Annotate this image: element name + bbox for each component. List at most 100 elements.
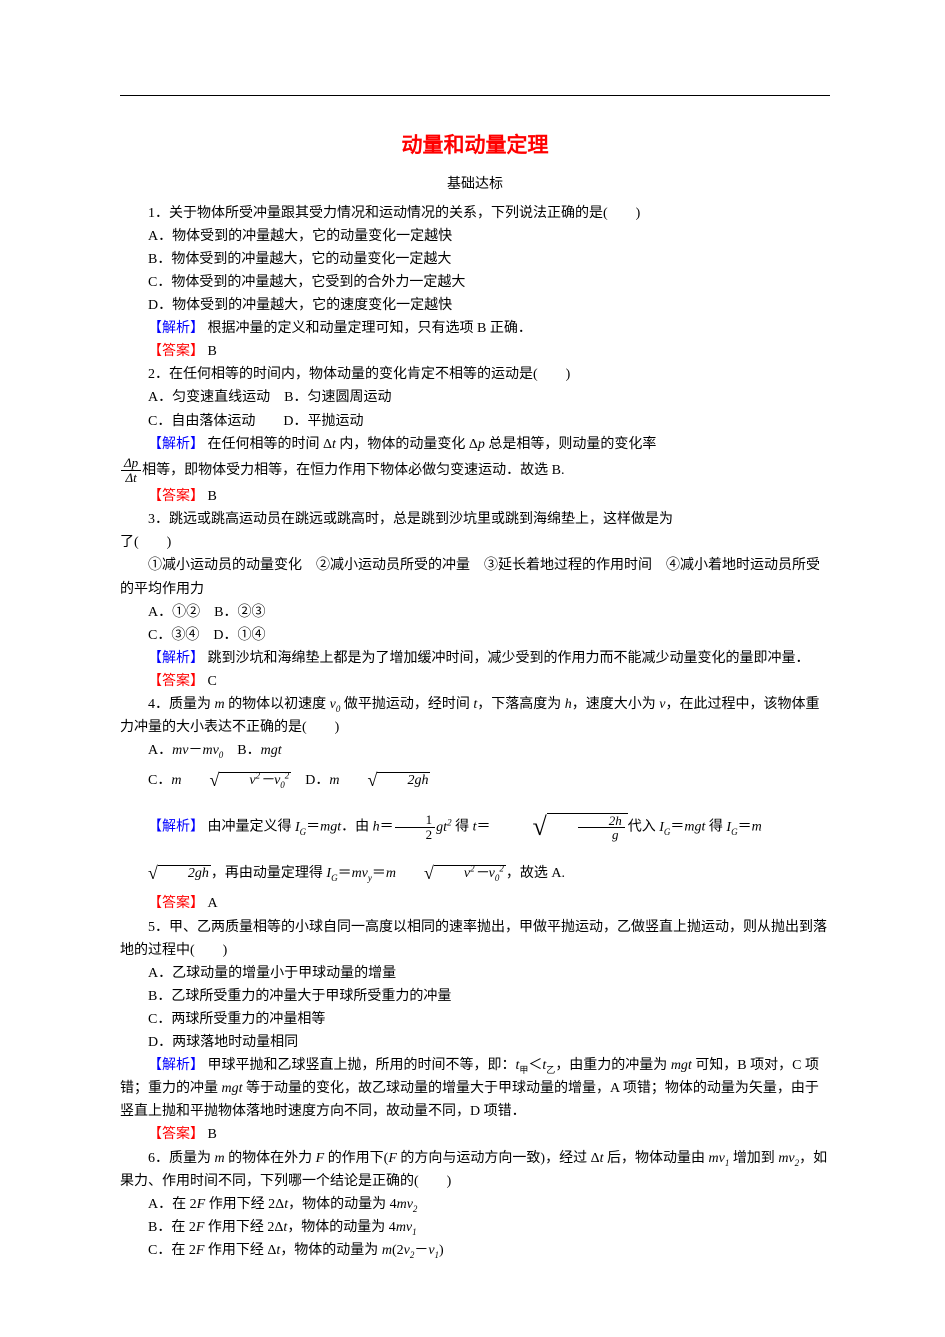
frac-den: Δt bbox=[121, 471, 141, 485]
expr-IG-mgt: IG bbox=[295, 820, 306, 835]
var-p: p bbox=[478, 437, 485, 452]
q5-option-d: D．两球落地时动量相同 bbox=[120, 1031, 830, 1054]
var-m: m bbox=[171, 773, 181, 788]
q6-option-c: C．在 2F 作用下经 Δt，物体的动量为 m(2v2－v1) bbox=[120, 1239, 830, 1262]
var-m: m bbox=[386, 866, 396, 881]
var-F: F bbox=[388, 1151, 397, 1166]
q3-circles: ①减小运动员的动量变化 ②减小运动员所受的冲量 ③延长着地过程的作用时间 ④减小… bbox=[120, 554, 830, 600]
q5-option-c: C．两球所受重力的冲量相等 bbox=[120, 1008, 830, 1031]
var-m: m bbox=[382, 1243, 392, 1258]
q4-A-b: － bbox=[188, 743, 202, 758]
expr-mv: mv bbox=[172, 743, 188, 758]
q4-an-a: 由冲量定义得 bbox=[204, 820, 295, 835]
var-m: m bbox=[752, 820, 762, 835]
q4-options-cd: C．m√v2－v02 D．m√2gh bbox=[120, 762, 830, 800]
q4-an-b: ．由 bbox=[341, 820, 373, 835]
sqrt-v2-v02: √v2－v02 bbox=[396, 855, 506, 893]
mgt: mgt bbox=[222, 1081, 243, 1096]
frac-dp-dt: ΔpΔt bbox=[121, 456, 141, 484]
q6-option-a: A．在 2F 作用下经 2Δt，物体的动量为 4mv2 bbox=[120, 1193, 830, 1216]
q6-C-c: ，物体的动量为 bbox=[280, 1243, 382, 1258]
q4-A-a: A． bbox=[148, 743, 172, 758]
q6-A-b: 作用下经 2Δ bbox=[205, 1197, 284, 1212]
q5-an-b: ＜ bbox=[528, 1058, 542, 1073]
q6-stem-e: 后，物体动量由 bbox=[603, 1151, 708, 1166]
q1-stem: 1．关于物体所受冲量跟其受力情况和运动情况的关系，下列说法正确的是( ) bbox=[120, 202, 830, 225]
q6-stem-a: 6．质量为 bbox=[148, 1151, 215, 1166]
q4-stem: 4．质量为 m 的物体以初速度 v0 做平抛运动，经时间 t，下落高度为 h，速… bbox=[120, 693, 830, 739]
mvy: mvy bbox=[352, 866, 372, 881]
answer-label: 【答案】 bbox=[148, 674, 204, 689]
eq: ＝ bbox=[338, 866, 352, 881]
q6-A-a: A．在 2 bbox=[148, 1197, 197, 1212]
q3-analysis: 【解析】 跳到沙坑和海绵垫上都是为了增加缓冲时间，减少受到的作用力而不能减少动量… bbox=[120, 647, 830, 670]
q6-B-c: ，物体的动量为 4 bbox=[287, 1220, 396, 1235]
section-heading: 基础达标 bbox=[120, 173, 830, 196]
q6-C-e: － bbox=[414, 1243, 428, 1258]
q2-analysis-2: 相等，即物体受力相等，在恒力作用下物体必做匀变速运动．故选 B. bbox=[142, 463, 564, 478]
q1-answer-text: B bbox=[204, 344, 217, 359]
q6-stem-f: 增加到 bbox=[729, 1151, 778, 1166]
gt2: gt2 bbox=[436, 820, 451, 835]
header-rule bbox=[120, 95, 830, 96]
mv1: mv1 bbox=[708, 1151, 729, 1166]
q5-answer-text: B bbox=[204, 1127, 217, 1142]
q3-analysis-text: 跳到沙坑和海绵垫上都是为了增加缓冲时间，减少受到的作用力而不能减少动量变化的量即… bbox=[204, 651, 810, 666]
sqrt-v2-v02: √v2－v02 bbox=[181, 762, 291, 800]
q4-options-ab: A．mv－mv0 B．mgt bbox=[120, 739, 830, 762]
q4-answer-text: A bbox=[204, 896, 218, 911]
answer-label: 【答案】 bbox=[148, 896, 204, 911]
q3-answer-text: C bbox=[204, 674, 217, 689]
q5-answer: 【答案】 B bbox=[120, 1123, 830, 1146]
q6-option-b: B．在 2F 作用下经 2Δt，物体的动量为 4mv1 bbox=[120, 1216, 830, 1239]
q5-an-c: ，由重力的冲量为 bbox=[555, 1058, 667, 1073]
q4-C-a: C． bbox=[148, 773, 171, 788]
sub-yi: 乙 bbox=[546, 1065, 555, 1075]
q5-analysis: 【解析】 甲球平抛和乙球竖直上抛，所用的时间不等，即：t甲＜t乙，由重力的冲量为… bbox=[120, 1054, 830, 1123]
analysis-label: 【解析】 bbox=[148, 651, 204, 666]
eq: ＝ bbox=[738, 820, 752, 835]
q4-stem-b: 的物体以初速度 bbox=[225, 697, 330, 712]
q2-analysis-1a: 在任何相等的时间 Δ bbox=[204, 437, 332, 452]
q3-stem-a: 3．跳远或跳高运动员在跳远或跳高时，总是跳到沙坑里或跳到海绵垫上，这样做是为 bbox=[120, 508, 830, 531]
q5-option-b: B．乙球所受重力的冲量大于甲球所受重力的冲量 bbox=[120, 985, 830, 1008]
q2-answer-text: B bbox=[204, 489, 217, 504]
q4-stem-e: ，速度大小为 bbox=[572, 697, 660, 712]
eq: ＝ bbox=[372, 866, 386, 881]
q1-analysis: 【解析】 根据冲量的定义和动量定理可知，只有选项 B 正确． bbox=[120, 317, 830, 340]
q1-option-c: C．物体受到的冲量越大，它受到的合外力一定越大 bbox=[120, 271, 830, 294]
q1-option-d: D．物体受到的冲量越大，它的速度变化一定越快 bbox=[120, 294, 830, 317]
q4-stem-c: 做平抛运动，经时间 bbox=[340, 697, 473, 712]
q4-answer: 【答案】 A bbox=[120, 892, 830, 915]
q4-stem-a: 4．质量为 bbox=[148, 697, 215, 712]
q4-an-e: 得 bbox=[705, 820, 726, 835]
v1: v1 bbox=[428, 1243, 439, 1258]
q2-analysis-1b: 内，物体的动量变化 Δ bbox=[336, 437, 478, 452]
q6-B-a: B．在 2 bbox=[148, 1220, 196, 1235]
q5-stem: 5．甲、乙两质量相等的小球自同一高度以相同的速率抛出，甲做平抛运动，乙做竖直上抛… bbox=[120, 916, 830, 962]
eq: ＝ bbox=[380, 820, 394, 835]
q3-stem-b: 了( ) bbox=[120, 531, 830, 554]
q1-option-b: B．物体受到的冲量越大，它的动量变化一定越大 bbox=[120, 248, 830, 271]
q4-analysis: 【解析】 由冲量定义得 IG＝mgt．由 h＝12gt2 得 t＝ √2hg代入… bbox=[120, 800, 830, 892]
analysis-label: 【解析】 bbox=[148, 321, 204, 336]
q2-stem: 2．在任何相等的时间内，物体动量的变化肯定不相等的运动是( ) bbox=[120, 363, 830, 386]
var-m: m bbox=[329, 773, 339, 788]
q2-analysis-1c: 总是相等，则动量的变化率 bbox=[485, 437, 657, 452]
q6-A-c: ，物体的动量为 4 bbox=[288, 1197, 397, 1212]
mv1: mv1 bbox=[396, 1220, 417, 1235]
var-F: F bbox=[197, 1197, 206, 1212]
q6-C-a: C．在 2 bbox=[148, 1243, 196, 1258]
q6-stem-c: 的作用下( bbox=[324, 1151, 388, 1166]
q4-D-a: D． bbox=[291, 773, 329, 788]
q6-stem: 6．质量为 m 的物体在外力 F 的作用下(F 的方向与运动方向一致)，经过 Δ… bbox=[120, 1147, 830, 1193]
IG: IG bbox=[726, 820, 737, 835]
q4-an-c: 得 bbox=[452, 820, 473, 835]
q3-options-ab: A．①② B．②③ bbox=[120, 601, 830, 624]
q3-options-cd: C．③④ D．①④ bbox=[120, 624, 830, 647]
answer-label: 【答案】 bbox=[148, 489, 204, 504]
q5-option-a: A．乙球动量的增量小于甲球动量的增量 bbox=[120, 962, 830, 985]
mgt: mgt bbox=[320, 820, 341, 835]
document-page: 动量和动量定理 基础达标 1．关于物体所受冲量跟其受力情况和运动情况的关系，下列… bbox=[0, 0, 945, 1312]
mv2: mv2 bbox=[778, 1151, 799, 1166]
